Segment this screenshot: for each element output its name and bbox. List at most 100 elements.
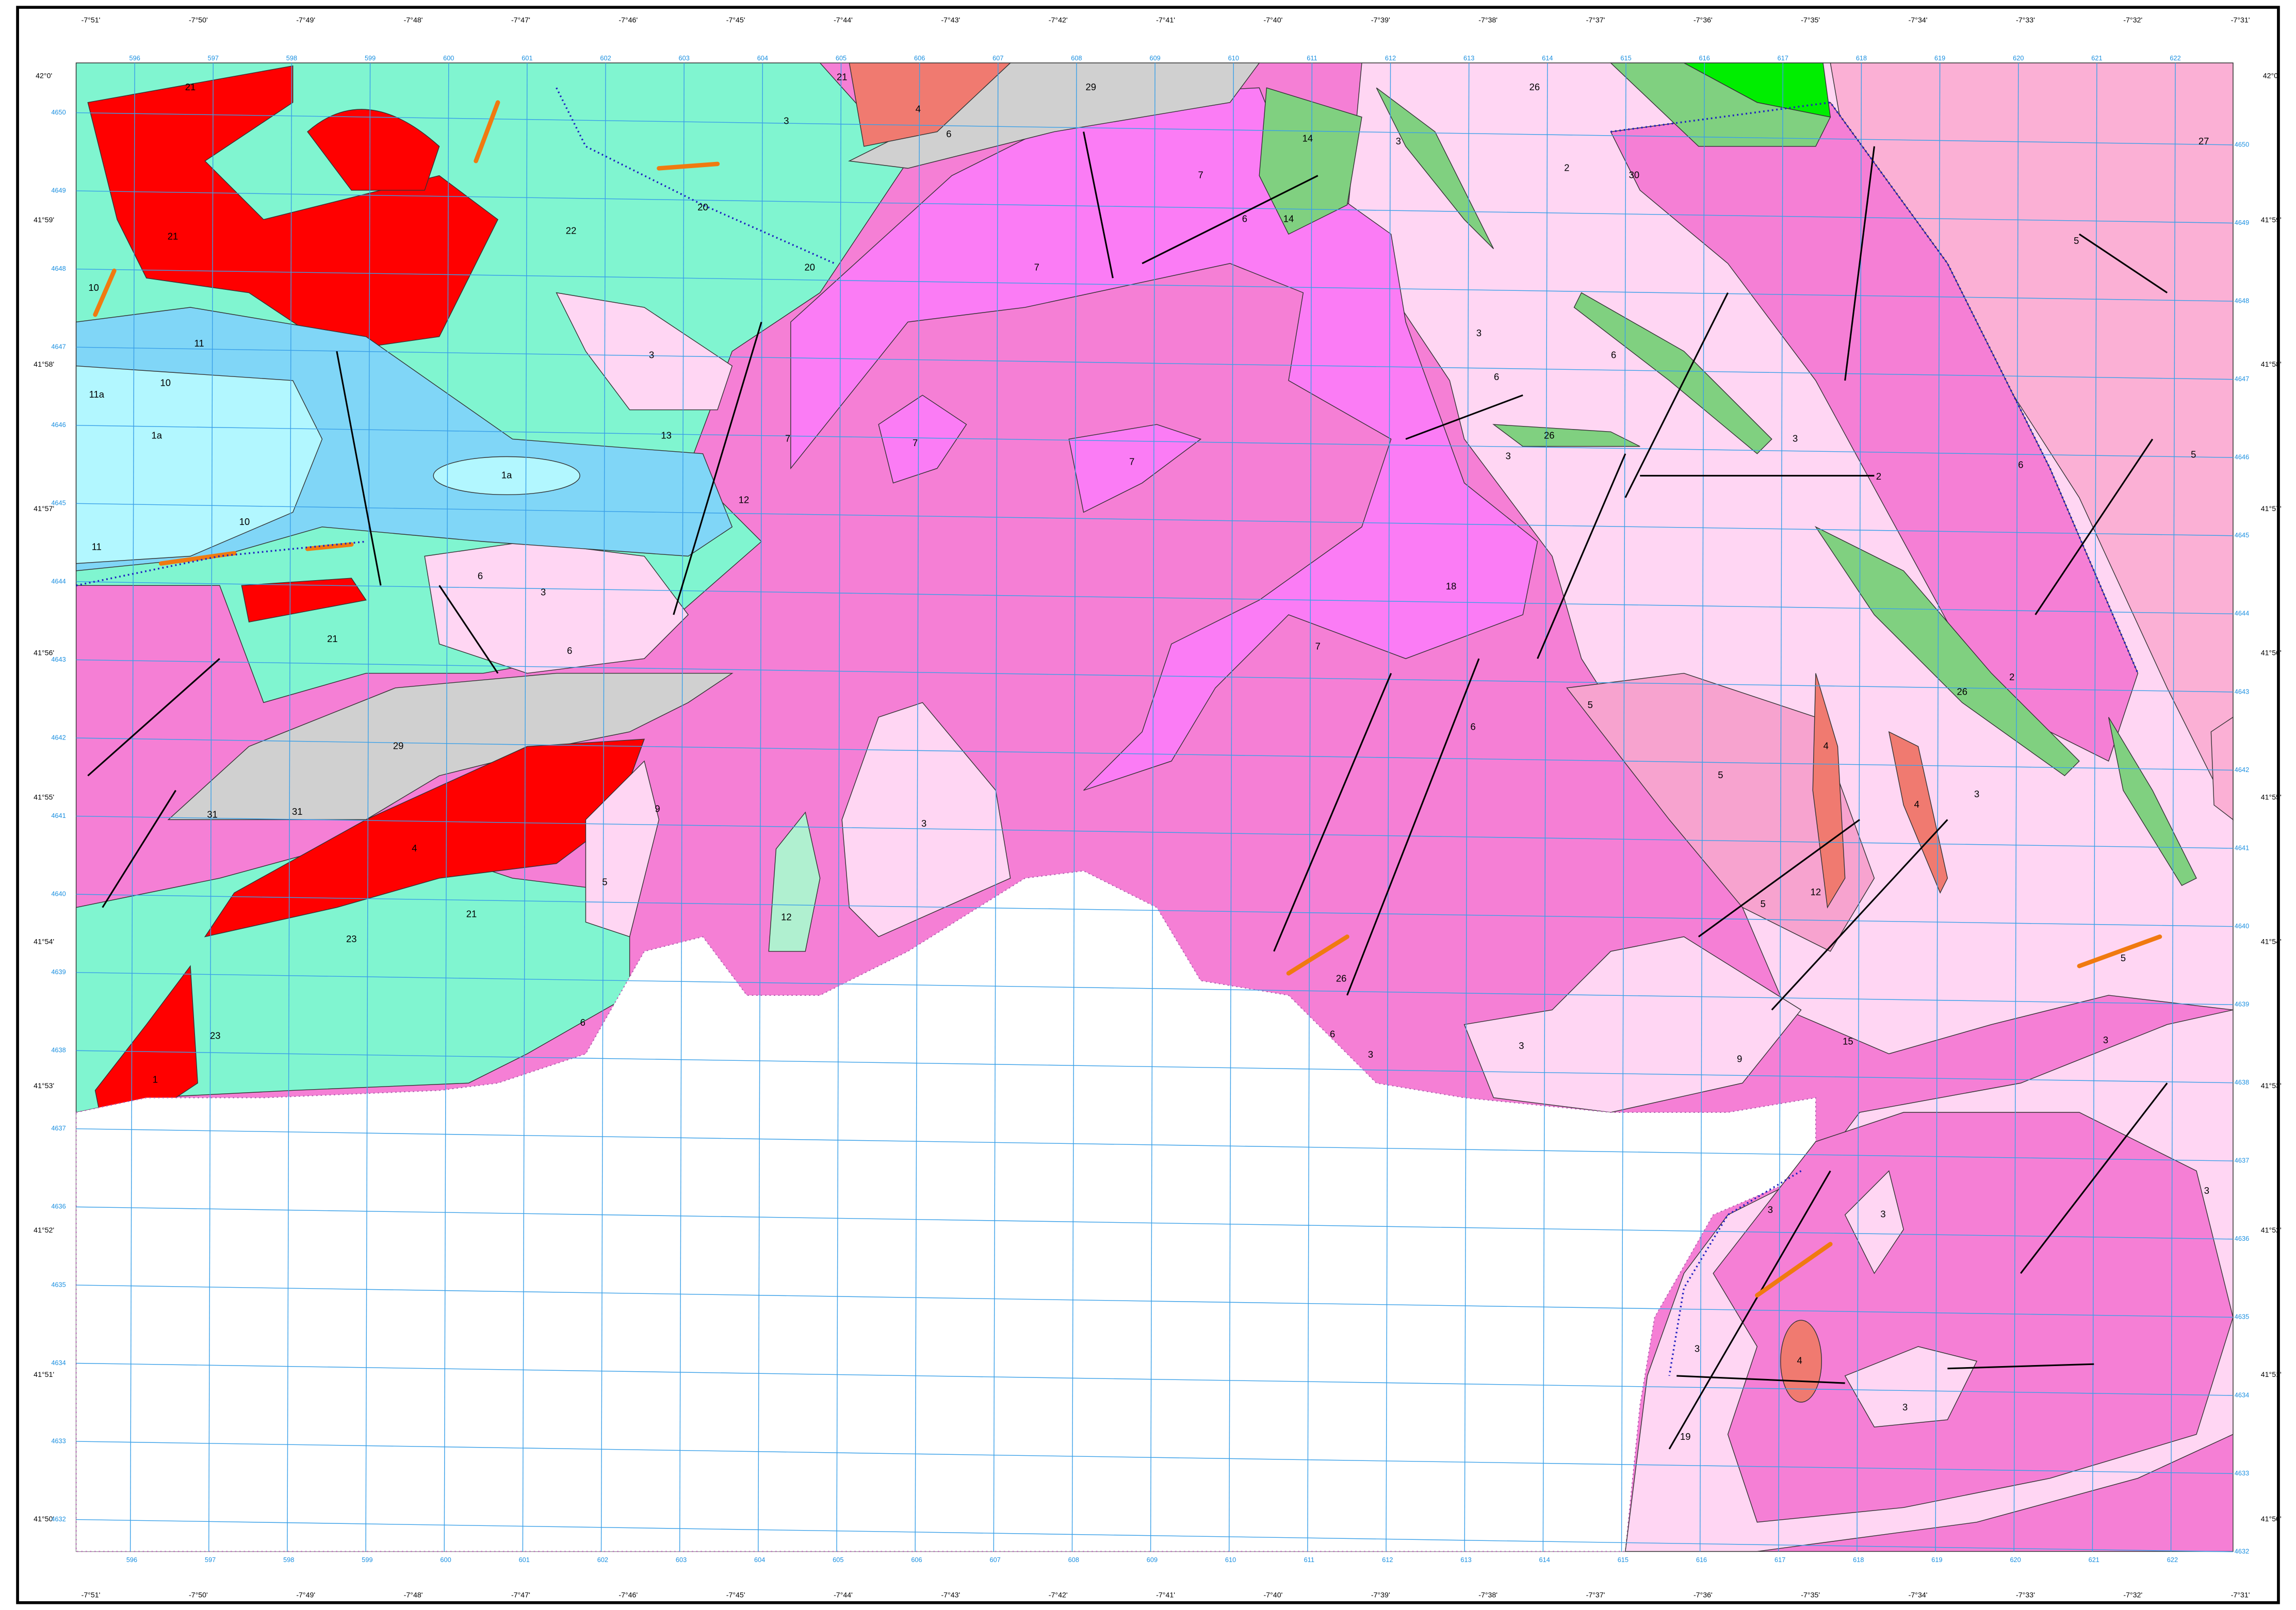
grid-line: [2013, 63, 2019, 1552]
longitude-label: -7°48': [404, 1591, 423, 1599]
easting-label: 612: [1382, 1556, 1393, 1564]
grid-line: [287, 63, 292, 1552]
easting-label: 596: [129, 54, 140, 62]
unit-26: [1609, 62, 1831, 147]
unit-3: [841, 702, 1011, 938]
unit-3: [556, 292, 733, 410]
grid-line: [76, 737, 2233, 771]
unit-label: 3: [649, 350, 654, 360]
easting-label: 610: [1225, 1556, 1236, 1564]
easting-label: 621: [2091, 54, 2102, 62]
easting-label: 615: [1620, 54, 1631, 62]
grid-line: [76, 1285, 2233, 1318]
unit-label: 3: [1506, 450, 1511, 461]
longitude-label: -7°37': [1586, 1591, 1605, 1599]
unit-label: 4: [1823, 740, 1829, 751]
grid-line: [365, 63, 371, 1552]
grid-line: [76, 1206, 2233, 1240]
longitude-label: -7°42': [1049, 16, 1068, 24]
unit-5: [1566, 672, 1875, 952]
unit-label: 7: [1315, 640, 1321, 651]
longitude-label: -7°34': [1909, 1591, 1928, 1599]
latitude-label: 41°53': [2261, 1082, 2282, 1090]
dyke: [1286, 934, 1349, 976]
dyke: [158, 551, 237, 566]
grid-line: [836, 63, 842, 1552]
easting-label: 620: [2013, 54, 2024, 62]
easting-label: 612: [1385, 54, 1396, 62]
unit-label: 12: [781, 911, 792, 922]
longitude-label: -7°45': [726, 1591, 745, 1599]
unit-label: 3: [541, 586, 546, 597]
unit-label: 3: [1695, 1343, 1700, 1354]
longitude-label: -7°41': [1156, 16, 1175, 24]
northing-label: 4646: [2235, 453, 2249, 461]
easting-label: 601: [519, 1556, 530, 1564]
fault: [1844, 146, 1876, 381]
northing-label: 4637: [2235, 1157, 2249, 1164]
longitude-label: -7°50': [189, 16, 208, 24]
easting-label: 610: [1228, 54, 1239, 62]
unit-1a: [433, 456, 580, 496]
longitude-label: -7°46': [618, 1591, 638, 1599]
longitude-label: -7°48': [404, 16, 423, 24]
unit-label: 3: [1974, 788, 1979, 799]
northing-label: 4634: [2235, 1391, 2249, 1399]
northing-label: 4639: [51, 968, 66, 976]
unit-label: 3: [2204, 1185, 2209, 1196]
northing-label: 4642: [51, 733, 66, 741]
unit-label: 6: [1330, 1028, 1335, 1039]
northing-label: 4635: [2235, 1313, 2249, 1321]
longitude-label: -7°35': [1801, 16, 1820, 24]
unit-label: 21: [168, 231, 178, 242]
grid-line: [76, 1441, 2233, 1474]
unit-label: 7: [785, 433, 790, 443]
grid-line: [76, 1362, 2233, 1396]
unit-label: 4: [1914, 799, 1919, 810]
longitude-label: -7°47': [511, 16, 530, 24]
grid-line: [1464, 63, 1470, 1552]
longitude-label: -7°49': [296, 1591, 315, 1599]
fault: [1771, 819, 1948, 1011]
longitude-label: -7°33': [2016, 16, 2035, 24]
latitude-label: 41°52': [34, 1226, 54, 1235]
grid-line: [76, 425, 2233, 458]
northing-label: 4636: [2235, 1235, 2249, 1242]
longitude-label: -7°40': [1264, 16, 1283, 24]
northing-label: 4647: [51, 343, 66, 351]
unit-label: 3: [921, 818, 926, 829]
unit-label: 2: [2009, 671, 2014, 682]
easting-label: 605: [836, 54, 846, 62]
unit-7: [1068, 424, 1202, 513]
fault: [1346, 658, 1480, 996]
unit-26: [1814, 525, 2080, 777]
unit-label: 26: [1336, 973, 1347, 984]
unit-label: 3: [1793, 433, 1798, 443]
unit-label: 5: [2191, 449, 2196, 460]
easting-label: 602: [600, 54, 611, 62]
longitude-label: -7°35': [1801, 1591, 1820, 1599]
unit-label: 31: [207, 809, 218, 820]
easting-label: 602: [597, 1556, 608, 1564]
longitude-label: -7°42': [1049, 1591, 1068, 1599]
latitude-label: 41°50': [2261, 1515, 2282, 1523]
latitude-label: 41°56': [2261, 649, 2282, 658]
unit-label: 5: [1588, 699, 1593, 710]
easting-label: 605: [833, 1556, 843, 1564]
easting-label: 614: [1539, 1556, 1550, 1564]
easting-label: 611: [1307, 54, 1317, 62]
northing-label: 4632: [51, 1515, 66, 1523]
unit-label: 23: [346, 933, 357, 944]
unit-label: 3: [1519, 1040, 1524, 1051]
unit-12: [768, 811, 821, 952]
unit-label: 11: [194, 338, 204, 349]
unit-label: 5: [2121, 952, 2126, 963]
unit-3: [1844, 1346, 1978, 1427]
longitude-label: -7°41': [1156, 1591, 1175, 1599]
unit-1: [307, 109, 440, 191]
northing-label: 4633: [2235, 1469, 2249, 1477]
fault: [87, 658, 220, 777]
easting-label: 606: [914, 54, 925, 62]
easting-label: 608: [1071, 54, 1082, 62]
unit-label: 11: [92, 541, 102, 552]
